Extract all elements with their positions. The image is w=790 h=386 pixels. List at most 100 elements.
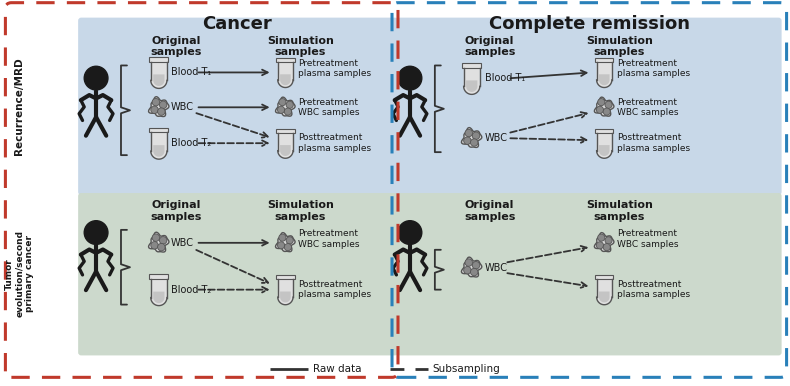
Text: Simulation
samples: Simulation samples xyxy=(585,200,653,222)
Polygon shape xyxy=(276,233,295,252)
Text: WBC: WBC xyxy=(485,133,508,143)
Text: Pretreatment
plasma samples: Pretreatment plasma samples xyxy=(299,59,371,78)
Text: Cancer: Cancer xyxy=(201,15,272,33)
Polygon shape xyxy=(605,101,612,108)
Polygon shape xyxy=(151,62,167,88)
Polygon shape xyxy=(149,96,169,117)
Polygon shape xyxy=(464,266,471,274)
Text: Posttreatment
plasma samples: Posttreatment plasma samples xyxy=(617,280,690,300)
Circle shape xyxy=(85,66,108,90)
FancyBboxPatch shape xyxy=(276,129,295,133)
Polygon shape xyxy=(472,261,480,269)
Polygon shape xyxy=(149,232,169,252)
Text: Posttreatment
plasma samples: Posttreatment plasma samples xyxy=(299,280,371,300)
Polygon shape xyxy=(152,234,160,241)
Text: Blood T₁: Blood T₁ xyxy=(485,73,525,83)
Polygon shape xyxy=(598,98,605,106)
Polygon shape xyxy=(151,106,158,113)
Text: WBC: WBC xyxy=(485,263,508,273)
Circle shape xyxy=(398,66,422,90)
FancyBboxPatch shape xyxy=(276,275,295,279)
FancyBboxPatch shape xyxy=(78,193,398,356)
Polygon shape xyxy=(158,108,165,115)
Polygon shape xyxy=(280,291,291,302)
Text: Simulation
samples: Simulation samples xyxy=(267,200,334,222)
Polygon shape xyxy=(596,62,612,88)
Text: Pretreatment
WBC samples: Pretreatment WBC samples xyxy=(299,229,360,249)
Text: Pretreatment
WBC samples: Pretreatment WBC samples xyxy=(617,229,679,249)
Polygon shape xyxy=(286,101,293,108)
Polygon shape xyxy=(604,108,611,115)
Polygon shape xyxy=(284,244,292,251)
FancyBboxPatch shape xyxy=(595,275,613,279)
Polygon shape xyxy=(280,145,291,156)
Polygon shape xyxy=(153,145,164,157)
Polygon shape xyxy=(594,97,614,116)
Polygon shape xyxy=(465,259,472,266)
Polygon shape xyxy=(279,98,286,106)
Text: Complete remission: Complete remission xyxy=(489,15,690,33)
FancyBboxPatch shape xyxy=(397,193,781,356)
Polygon shape xyxy=(466,80,477,92)
FancyBboxPatch shape xyxy=(462,63,481,68)
Polygon shape xyxy=(277,242,284,249)
Polygon shape xyxy=(596,133,612,158)
Polygon shape xyxy=(599,291,610,302)
Text: Original
samples: Original samples xyxy=(464,200,515,222)
Text: Posttreatment
plasma samples: Posttreatment plasma samples xyxy=(299,134,371,153)
FancyBboxPatch shape xyxy=(595,58,613,62)
Text: Simulation
samples: Simulation samples xyxy=(585,36,653,57)
Text: Pretreatment
plasma samples: Pretreatment plasma samples xyxy=(617,59,690,78)
Polygon shape xyxy=(596,106,604,113)
Text: Posttreatment
plasma samples: Posttreatment plasma samples xyxy=(617,134,690,153)
Text: Raw data: Raw data xyxy=(314,364,362,374)
Text: Original
samples: Original samples xyxy=(464,36,515,57)
Polygon shape xyxy=(151,279,167,306)
Text: Original
samples: Original samples xyxy=(150,36,201,57)
Polygon shape xyxy=(151,242,158,249)
Polygon shape xyxy=(472,132,480,139)
Polygon shape xyxy=(599,74,610,85)
FancyBboxPatch shape xyxy=(78,18,398,195)
Polygon shape xyxy=(465,129,472,137)
Polygon shape xyxy=(604,244,611,251)
Polygon shape xyxy=(152,98,160,106)
Polygon shape xyxy=(276,97,295,116)
FancyBboxPatch shape xyxy=(149,274,168,279)
Text: Recurrence/MRD: Recurrence/MRD xyxy=(14,58,24,155)
Text: Blood T₂: Blood T₂ xyxy=(171,284,211,295)
Polygon shape xyxy=(471,139,478,146)
Text: Original
samples: Original samples xyxy=(150,200,201,222)
Text: WBC: WBC xyxy=(171,238,194,248)
Circle shape xyxy=(85,221,108,244)
Polygon shape xyxy=(153,292,164,303)
Text: Pretreatment
WBC samples: Pretreatment WBC samples xyxy=(617,98,679,117)
Polygon shape xyxy=(151,132,167,159)
FancyBboxPatch shape xyxy=(397,18,781,195)
Polygon shape xyxy=(605,237,612,244)
Text: WBC: WBC xyxy=(171,102,194,112)
Polygon shape xyxy=(160,101,167,108)
Polygon shape xyxy=(160,237,167,244)
Text: Blood T₁: Blood T₁ xyxy=(171,68,211,78)
Polygon shape xyxy=(471,268,478,276)
Text: Simulation
samples: Simulation samples xyxy=(267,36,334,57)
Polygon shape xyxy=(461,127,482,147)
FancyBboxPatch shape xyxy=(276,58,295,62)
Polygon shape xyxy=(153,74,164,86)
Polygon shape xyxy=(598,234,605,241)
FancyBboxPatch shape xyxy=(149,128,168,132)
Polygon shape xyxy=(594,233,614,252)
Polygon shape xyxy=(284,108,292,115)
Text: Blood T₂: Blood T₂ xyxy=(171,138,211,148)
Polygon shape xyxy=(279,234,286,241)
FancyBboxPatch shape xyxy=(595,129,613,133)
Polygon shape xyxy=(596,242,604,249)
Polygon shape xyxy=(280,74,291,85)
Text: Subsampling: Subsampling xyxy=(433,364,501,374)
Text: Pretreatment
WBC samples: Pretreatment WBC samples xyxy=(299,98,360,117)
Polygon shape xyxy=(278,279,293,305)
Polygon shape xyxy=(599,145,610,156)
Polygon shape xyxy=(464,137,471,144)
Circle shape xyxy=(398,221,422,244)
